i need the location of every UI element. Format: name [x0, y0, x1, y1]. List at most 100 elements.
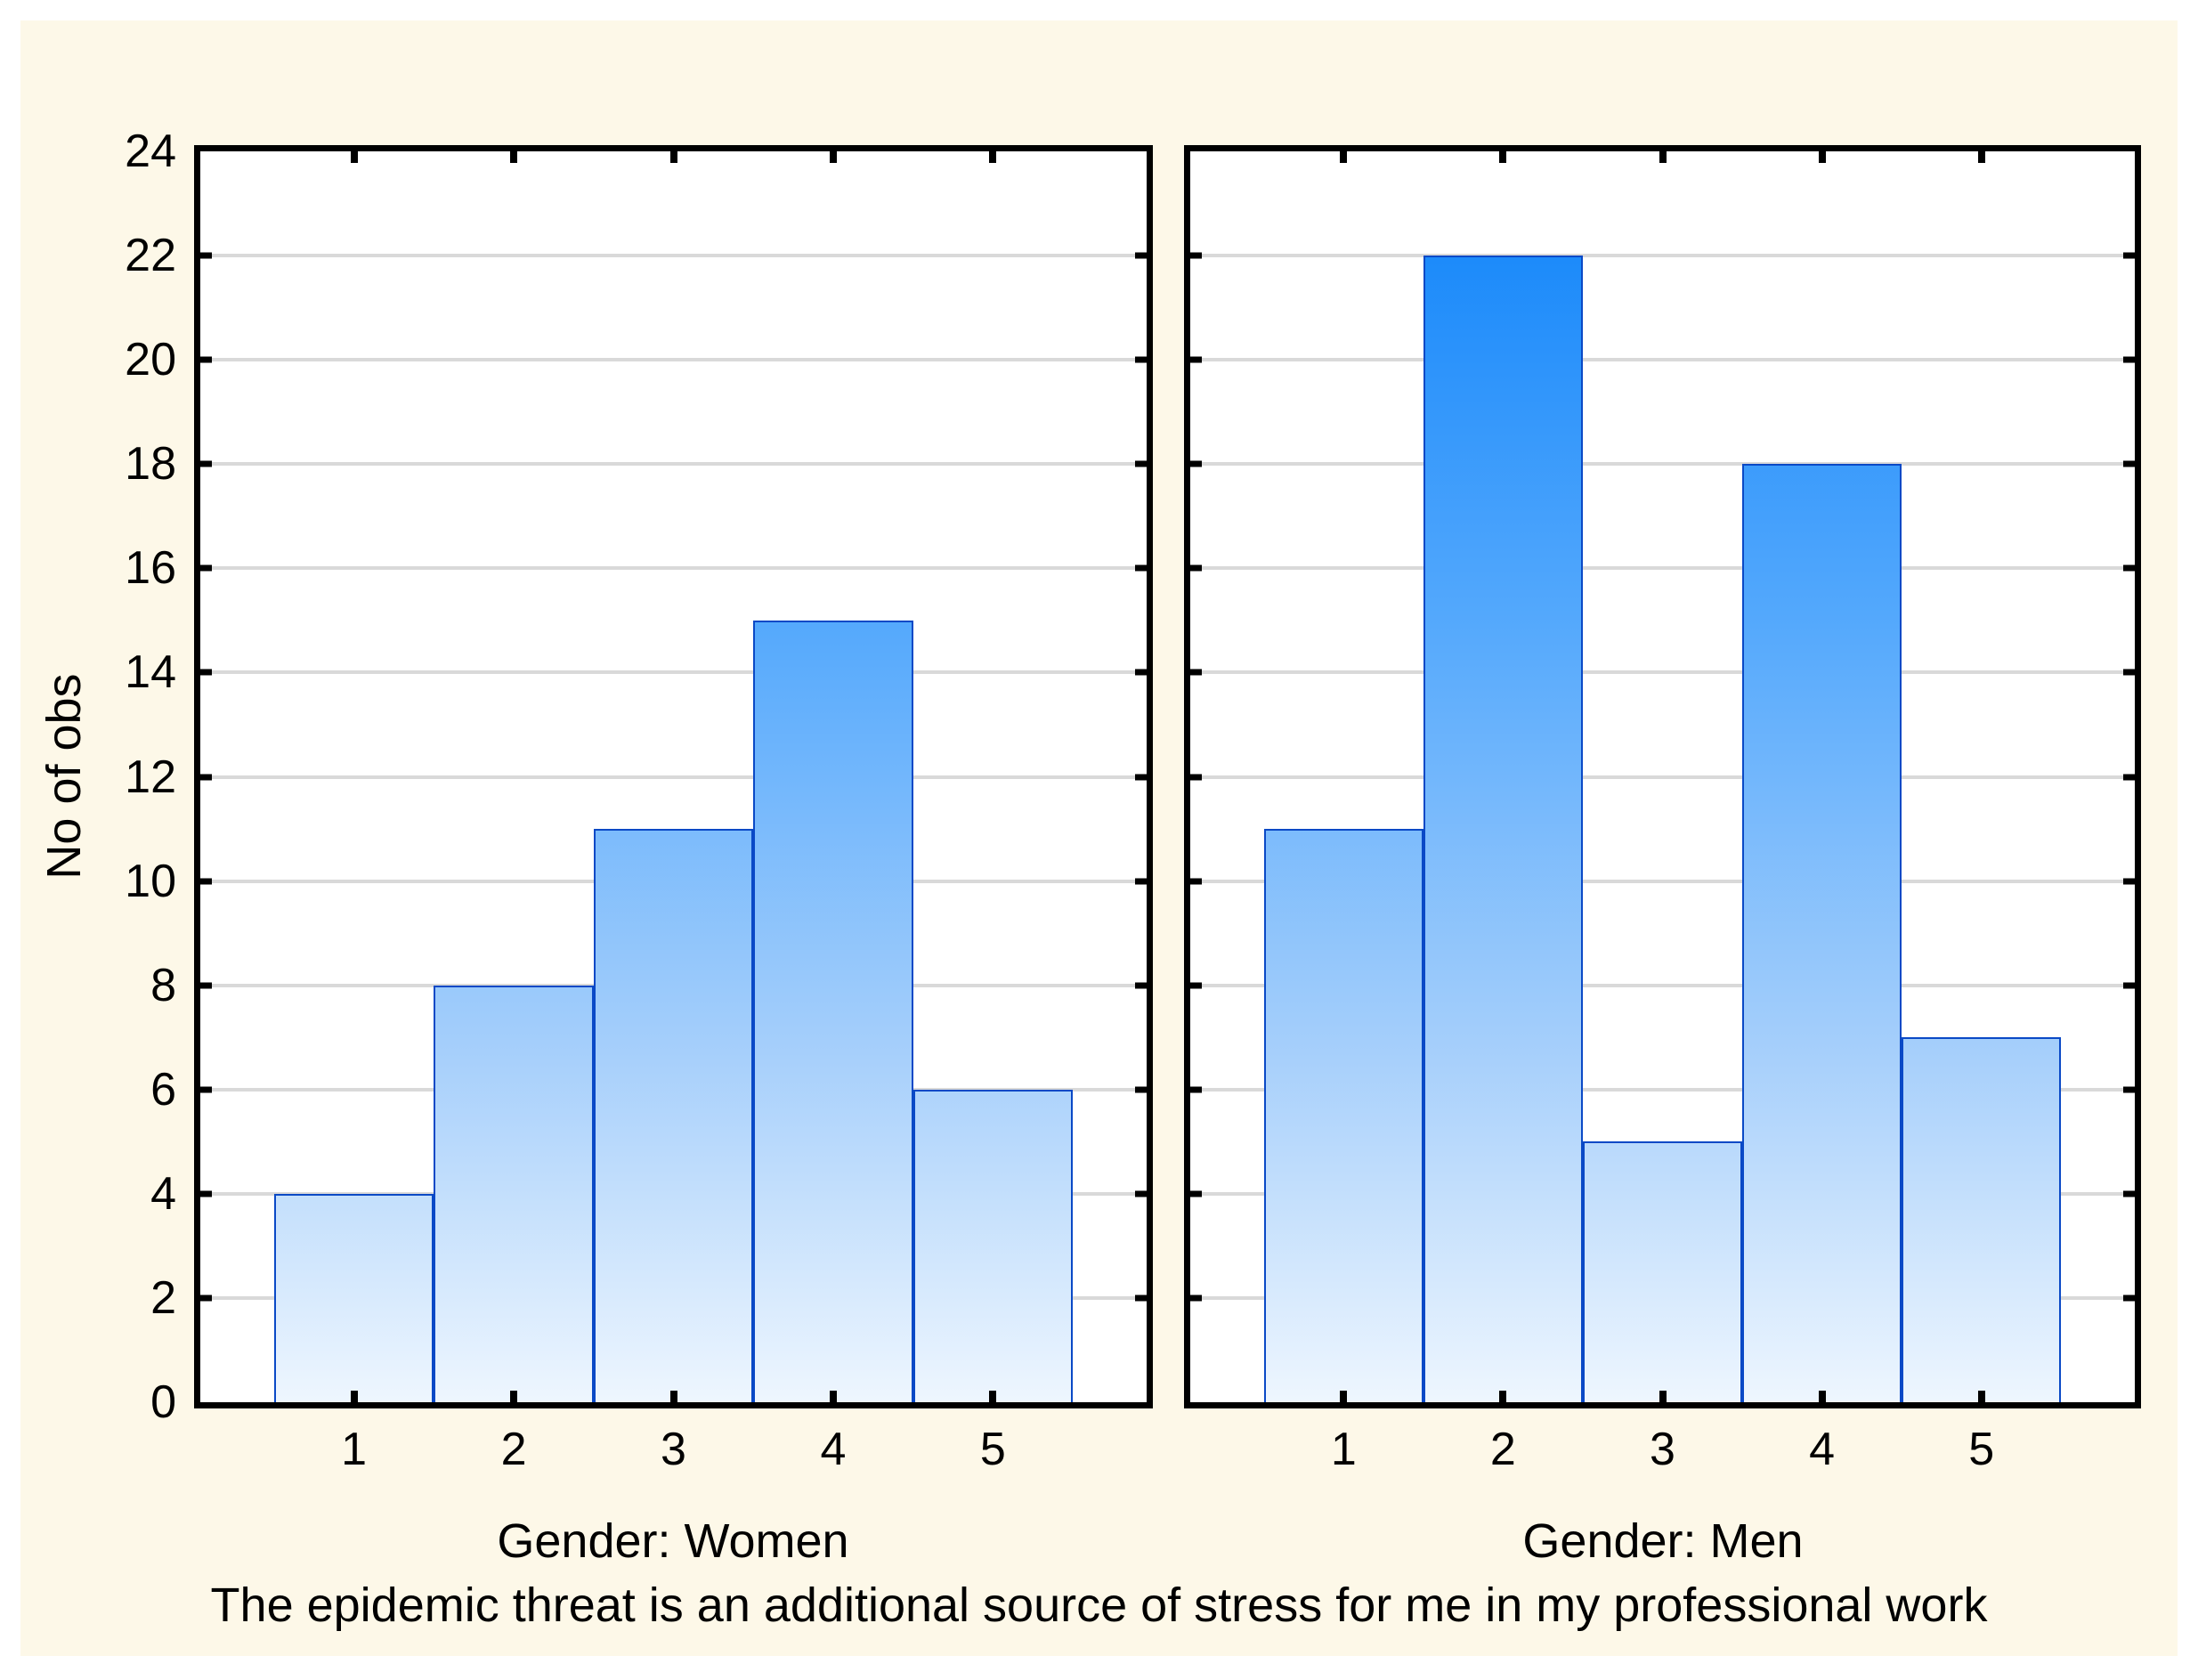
x-tick [1499, 1391, 1507, 1402]
y-tick [1190, 460, 1202, 467]
y-tick [200, 878, 212, 885]
y-tick [1190, 669, 1202, 676]
gridline [1190, 1087, 2135, 1092]
y-tick-label: 22 [125, 230, 176, 282]
y-tick-label: 0 [150, 1376, 176, 1428]
y-tick [1135, 564, 1147, 572]
histogram-bar [753, 620, 913, 1402]
histogram-bar [593, 829, 754, 1402]
gridline [1190, 254, 2135, 258]
y-tick [2123, 1086, 2135, 1093]
y-tick [1190, 1086, 1202, 1093]
gridline [200, 254, 1147, 258]
y-tick [200, 356, 212, 363]
y-tick [200, 564, 212, 572]
y-tick-label: 24 [125, 126, 176, 177]
gridline [1190, 566, 2135, 571]
y-tick-label: 6 [150, 1063, 176, 1116]
y-tick [1190, 878, 1202, 885]
gridline [1190, 670, 2135, 675]
histogram-bar [434, 985, 594, 1402]
y-tick-label: 8 [150, 959, 176, 1011]
y-tick [2123, 460, 2135, 467]
y-tick [1135, 774, 1147, 780]
y-tick [200, 1190, 212, 1197]
y-tick [2123, 1190, 2135, 1197]
y-tick-label: 20 [125, 334, 176, 386]
histogram-bar [912, 1089, 1074, 1402]
x-tick [510, 1391, 518, 1402]
histogram-bar [1582, 1141, 1743, 1402]
y-tick [1190, 774, 1202, 780]
y-tick [1135, 1190, 1147, 1197]
x-tick [1340, 151, 1348, 163]
y-tick [1190, 982, 1202, 989]
panel-caption-men: Gender: Men [1522, 1514, 1804, 1568]
gridline [200, 358, 1147, 362]
y-tick [200, 252, 212, 259]
gridline [1190, 462, 2135, 467]
y-tick [2123, 878, 2135, 885]
panel-men-plot-area [1190, 151, 2135, 1402]
y-tick [1135, 669, 1147, 676]
x-tick-label: 5 [1968, 1424, 1995, 1475]
x-tick [510, 151, 518, 163]
x-tick [1977, 151, 1985, 163]
y-tick-label: 12 [125, 751, 176, 803]
x-tick [350, 151, 358, 163]
gridline [200, 775, 1147, 779]
gridline [200, 670, 1147, 675]
y-tick [1190, 252, 1202, 259]
x-axis-title: The epidemic threat is an additional sou… [210, 1579, 1988, 1632]
x-tick-label: 2 [500, 1424, 527, 1475]
x-tick [989, 151, 997, 163]
gridline [1190, 358, 2135, 362]
y-tick [2123, 356, 2135, 363]
gridline [200, 462, 1147, 467]
y-tick-label: 18 [125, 438, 176, 491]
y-tick [2123, 1294, 2135, 1302]
histogram-bar [1742, 464, 1902, 1402]
x-tick-label: 4 [820, 1424, 847, 1475]
x-tick-label: 4 [1809, 1424, 1836, 1475]
x-tick [829, 1391, 837, 1402]
y-tick-label: 14 [125, 646, 176, 699]
y-tick [1135, 356, 1147, 363]
y-tick [1135, 1086, 1147, 1093]
y-tick-label: 4 [150, 1167, 176, 1220]
y-tick [1135, 1294, 1147, 1302]
y-tick [1135, 982, 1147, 989]
histogram-bar [1423, 256, 1583, 1402]
y-tick [1135, 252, 1147, 259]
x-tick [989, 1391, 997, 1402]
x-tick [1340, 1391, 1348, 1402]
y-tick-label: 2 [150, 1271, 176, 1324]
x-tick-label: 1 [341, 1424, 368, 1475]
panel-women [194, 145, 1153, 1408]
y-tick [200, 982, 212, 989]
x-tick [1977, 1391, 1985, 1402]
gridline [1190, 879, 2135, 883]
gridline [1190, 775, 2135, 779]
x-tick-label: 2 [1489, 1424, 1516, 1475]
y-tick [1135, 460, 1147, 467]
x-tick [1818, 1391, 1826, 1402]
y-tick-label: 10 [125, 855, 176, 907]
y-tick [200, 774, 212, 780]
y-tick [2123, 564, 2135, 572]
y-tick [1190, 1294, 1202, 1302]
y-tick [200, 460, 212, 467]
y-tick [200, 669, 212, 676]
x-tick-label: 1 [1330, 1424, 1357, 1475]
x-tick [350, 1391, 358, 1402]
histogram-bar [1902, 1037, 2062, 1402]
gridline [1190, 983, 2135, 987]
x-tick [1659, 1391, 1667, 1402]
y-tick [200, 1294, 212, 1302]
gridline [200, 566, 1147, 571]
histogram-bar [1263, 829, 1423, 1402]
y-tick-label: 16 [125, 542, 176, 595]
y-tick [2123, 982, 2135, 989]
y-tick [1135, 878, 1147, 885]
